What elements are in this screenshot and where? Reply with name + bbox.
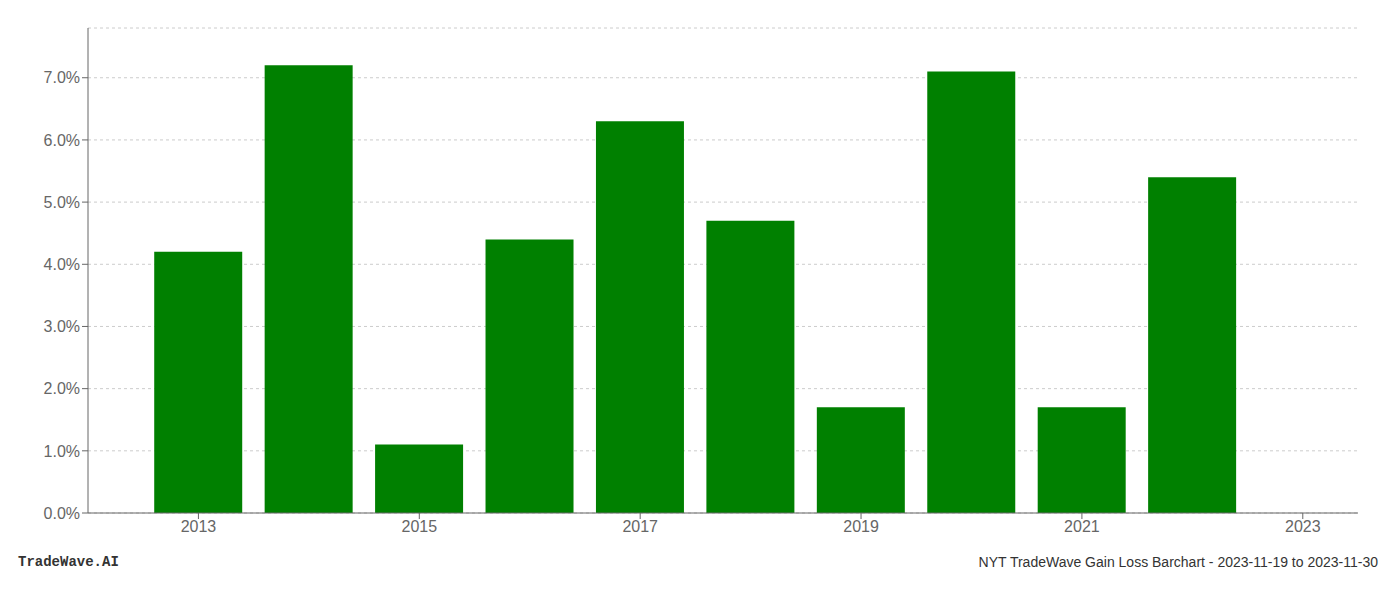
html-text:NYT TradeWave Gain Loss Barcha: NYT TradeWave Gain Loss Barchart - 2023-…: [978, 554, 1378, 570]
svg-text:2021: 2021: [1064, 518, 1100, 535]
svg-text:2019: 2019: [843, 518, 879, 535]
svg-text:7.0%: 7.0%: [44, 69, 80, 86]
svg-text:3.0%: 3.0%: [44, 318, 80, 335]
svg-text:2013: 2013: [181, 518, 217, 535]
svg-text:2.0%: 2.0%: [44, 380, 80, 397]
svg-text:6.0%: 6.0%: [44, 132, 80, 149]
html-text:TradeWave.AI: TradeWave.AI: [18, 554, 119, 570]
svg-text:5.0%: 5.0%: [44, 194, 80, 211]
svg-text:2017: 2017: [622, 518, 658, 535]
svg-text:2023: 2023: [1285, 518, 1321, 535]
svg-text:2015: 2015: [402, 518, 438, 535]
svg-text:4.0%: 4.0%: [44, 256, 80, 273]
svg-text:1.0%: 1.0%: [44, 443, 80, 460]
svg-text:0.0%: 0.0%: [44, 505, 80, 522]
